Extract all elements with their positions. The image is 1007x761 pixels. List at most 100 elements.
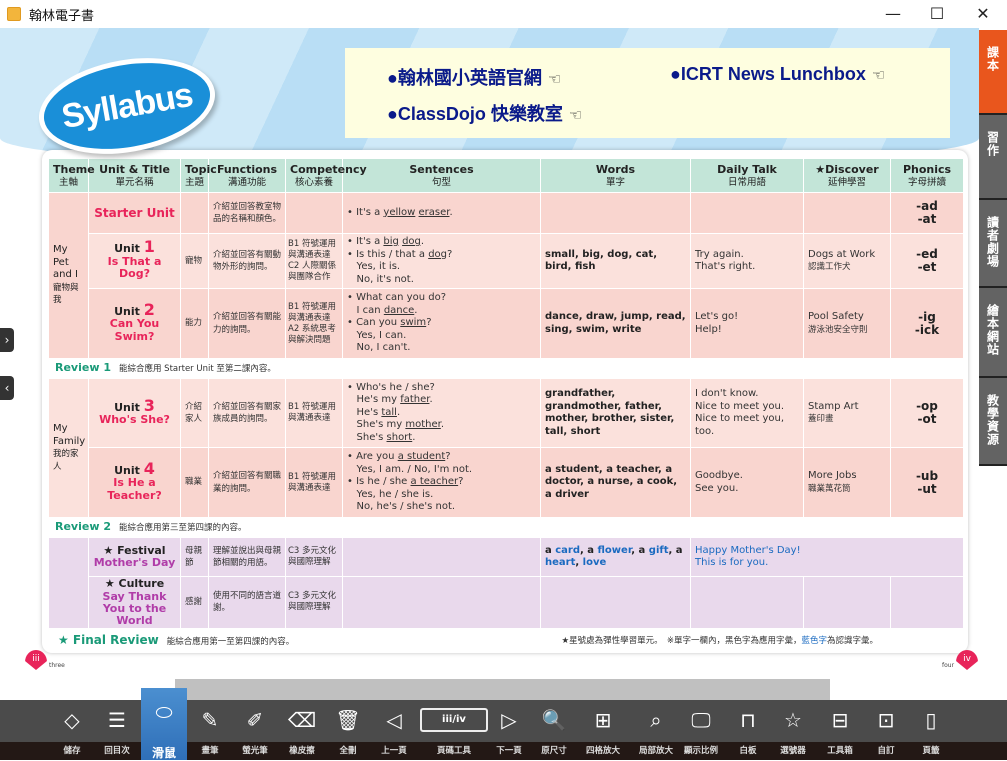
tool-12-button[interactable]: ⊞ 四格放大 <box>580 700 626 760</box>
side-tab[interactable]: 教學資源 <box>979 378 1007 466</box>
review-cell: Review 1 能綜合應用 Starter Unit 至第二課內容。 <box>48 358 964 379</box>
words-cell: grandfather, grandmother, father, mother… <box>540 378 691 448</box>
tool-13-button[interactable]: ⌕ 局部放大 <box>633 700 679 760</box>
unit-row: Unit 2 Can You Swim? 能力 介紹並回答有關能力的詢問。 B1 符號運… <box>49 288 964 359</box>
tool-5-button[interactable]: ✐ 螢光筆 <box>232 700 278 760</box>
tool-14-button[interactable]: 🖵 顯示比例 <box>678 700 724 760</box>
link-classdojo[interactable]: ●ClassDojo 快樂教室 ☜ <box>387 100 582 126</box>
legend-note: ★星號處為彈性學習單元。 ※單字一欄內，黑色字為應用字彙，藍色字為認識字彙。 <box>561 634 878 646</box>
link-icrt[interactable]: ●ICRT News Lunchbox ☜ <box>670 64 885 85</box>
words-cell: a card, a flower, a gift, a heart, love <box>540 537 691 577</box>
sentence-text: No, I can't. <box>347 342 411 354</box>
tool-3-button[interactable]: ⬭ 滑鼠 <box>141 688 187 760</box>
theme-en: My Pet <box>53 244 69 268</box>
discover-zh: 蓋印畫 <box>808 414 834 424</box>
tool-1-button[interactable]: ◇ 儲存 <box>49 700 95 760</box>
unit-title-cell: Unit 2 Can You Swim? <box>88 288 181 359</box>
maximize-button[interactable]: ☐ <box>929 4 945 23</box>
unit-title: Say Thank You to the World <box>102 589 167 627</box>
unit-title: Mother's Day <box>93 556 176 570</box>
daily-talk-cell <box>690 576 804 629</box>
tool-8-button[interactable]: ◁ 上一頁 <box>371 700 417 760</box>
tool-17-button[interactable]: ⊟ 工具箱 <box>817 700 863 760</box>
side-tab[interactable]: 讀者劇場 <box>979 200 1007 288</box>
final-review-label: ★ Final Review <box>58 632 159 647</box>
discover-en: Stamp Art <box>808 400 859 412</box>
header-zh: 主題 <box>185 176 205 188</box>
sentence-line: • Is this / that a dog? <box>347 249 536 262</box>
tool-18-button[interactable]: ⊡ 自訂 <box>863 700 909 760</box>
topic-cell: 寵物 <box>180 233 209 289</box>
daily-talk-line: Nice to meet you. <box>695 400 785 412</box>
unit-title-cell: Unit 3 Who's She? <box>88 378 181 448</box>
unit-number: 4 <box>143 458 155 478</box>
sentence-text: Yes, I can. <box>347 329 407 341</box>
sentence-line: I can dance. <box>347 305 536 318</box>
sentence-text: Yes, he / she is. <box>347 488 434 500</box>
discover-en: More Jobs <box>808 470 857 481</box>
sentence-text: Yes, it is. <box>347 261 401 272</box>
collapse-panel-arrow-icon[interactable]: ‹ <box>0 376 14 400</box>
review-row: Review 1 能綜合應用 Starter Unit 至第二課內容。 <box>48 358 964 379</box>
tool-10-button[interactable]: ▷ 下一頁 <box>486 700 532 760</box>
link-label: ●翰林國小英語官網 <box>387 68 542 88</box>
phonics-item: -ub <box>915 468 939 483</box>
header-zh: 日常用語 <box>727 176 766 188</box>
header-en: Words <box>595 162 636 176</box>
header-en: Theme <box>53 162 95 176</box>
tool-label: 螢光筆 <box>242 746 268 756</box>
expand-panel-arrow-icon[interactable]: › <box>0 328 14 352</box>
tool-label: 橡皮擦 <box>289 746 315 756</box>
side-tab[interactable]: 習作 <box>979 115 1007 200</box>
tool-6-button[interactable]: ⌫ 橡皮擦 <box>279 700 325 760</box>
header-zh: 字母拼讀 <box>907 176 946 188</box>
daily-talk-line: Happy Mother's Day! <box>695 544 801 556</box>
tool-4-button[interactable]: ✎ 畫筆 <box>187 700 233 760</box>
link-hanlin-english[interactable]: ●翰林國小英語官網 ☜ <box>387 64 561 90</box>
pointing-hand-icon: ☜ <box>547 71 562 88</box>
link-label: ●ClassDojo 快樂教室 <box>387 104 563 124</box>
close-button[interactable]: ✕ <box>976 4 990 23</box>
sentence-text: • Is this / that a <box>347 248 429 260</box>
tool-9-button[interactable]: iii/iv 頁碼工具 <box>420 700 488 760</box>
minimize-button[interactable]: — <box>885 4 901 23</box>
unit-label: Unit <box>114 242 144 256</box>
tool-19-button[interactable]: ▯ 頁籤 <box>908 700 954 760</box>
sentence-text: ? <box>458 476 464 488</box>
unit-number: 2 <box>143 299 155 319</box>
column-header: ★Discover 延伸學習 <box>803 158 891 193</box>
review-cell: Review 2 能綜合應用第三至第四課的內容。 <box>48 517 964 538</box>
tool-2-button[interactable]: ☰ 回目次 <box>94 700 140 760</box>
discover-cell: Pool Safety 游泳池安全守則 <box>803 288 891 359</box>
horizontal-scrollbar[interactable] <box>175 679 830 700</box>
functions-cell: 介紹並回答有關職業的詢問。 <box>208 447 286 518</box>
sentence-line: • Are you a student? <box>347 451 536 464</box>
special-unit-row: ★ Festival Mother's Day 母親節 理解並說出與母親節相關的用語。… <box>48 537 964 629</box>
sentence-text: He's my <box>347 394 401 406</box>
theme-cell: My Family 我的家人 <box>48 378 89 518</box>
discover-cell <box>803 192 891 234</box>
header-en: Phonics <box>902 162 952 176</box>
sentences-cell: • Who's he / she? He's my father. He's t… <box>342 378 541 448</box>
phonics-cell: -ed -et <box>890 233 964 289</box>
theme-cell <box>48 537 89 629</box>
book-page: ●翰林國小英語官網 ☜ ●ICRT News Lunchbox ☜ ●ClassDo… <box>0 28 979 700</box>
tool-icon: ⊓ <box>740 708 756 732</box>
tool-11-button[interactable]: 🔍 原尺寸 <box>531 700 577 760</box>
unit-number: 3 <box>143 395 155 415</box>
unit-title: Who's She? <box>99 413 170 426</box>
target-word: a teacher <box>410 476 459 488</box>
sentence-line: • Can you swim? <box>347 317 536 330</box>
tool-7-button[interactable]: 🗑 全刪 <box>325 700 371 760</box>
side-tab[interactable]: 課本 <box>979 30 1007 115</box>
target-word: yellow <box>383 206 416 218</box>
tool-icon: ☆ <box>784 708 802 732</box>
header-en: Topic <box>185 162 217 176</box>
tool-label: 儲存 <box>63 746 81 756</box>
app-icon <box>7 7 21 21</box>
tool-16-button[interactable]: ☆ 選號器 <box>770 700 816 760</box>
sentence-text: No, it's not. <box>347 273 414 285</box>
side-tab[interactable]: 繪本網站 <box>979 288 1007 378</box>
tool-15-button[interactable]: ⊓ 白板 <box>725 700 771 760</box>
sentence-text: . <box>420 236 425 247</box>
